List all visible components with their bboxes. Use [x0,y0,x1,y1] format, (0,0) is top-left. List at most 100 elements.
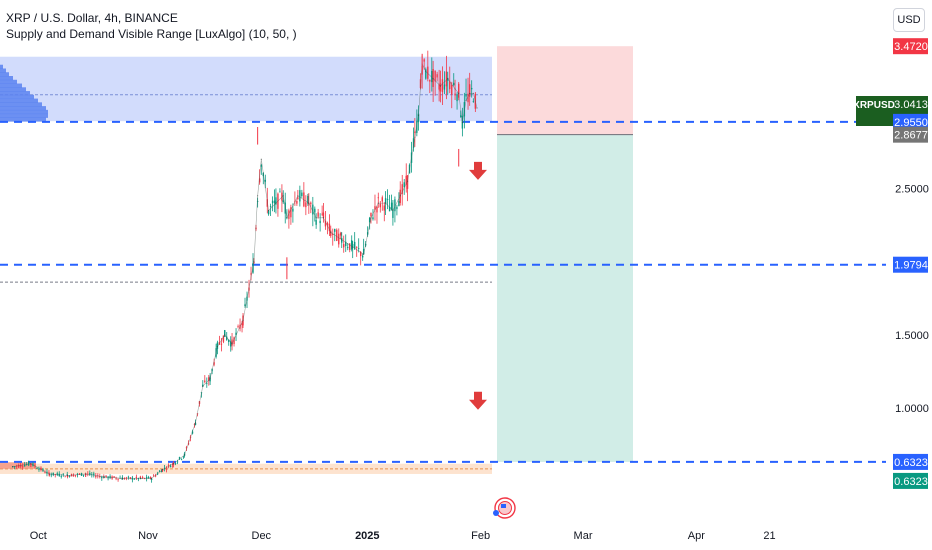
us-event-flag-icon[interactable] [493,497,516,519]
candle-body [44,472,46,474]
candle-body [174,463,177,465]
series-point [172,463,175,465]
series-point [103,476,105,478]
price-level-badge[interactable]: 0.6323 [893,453,928,470]
candle-body [95,475,97,478]
candle-body [288,210,290,219]
candle-body [191,431,194,434]
series-point [472,92,474,94]
candle-body [332,233,334,236]
series-point [392,209,394,212]
candle-body [40,467,42,470]
price-level-badge[interactable]: 3.4720 [893,38,928,55]
candle-body [439,83,442,92]
candle-body [279,191,281,193]
x-tick-label: 2025 [355,530,379,542]
candle-body [317,212,319,217]
volume-profile-bar [0,64,3,69]
stop-loss-zone[interactable] [497,46,633,135]
candle-body [432,69,434,87]
candle-body [343,244,345,248]
x-tick-label: Feb [471,530,490,542]
price-level-label: 0.6323 [894,457,928,469]
volume-profile-bar [0,109,48,115]
price-level-label: 3.4720 [894,41,928,53]
take-profit-zone[interactable] [497,134,633,462]
candle-body [299,190,301,202]
candle-body [165,468,168,470]
candle-body [13,466,16,468]
candle-body [256,201,259,202]
candle-body [260,165,262,167]
series-point [432,78,434,80]
candle-body [244,304,246,307]
candle-body [74,474,77,476]
series-point [425,70,427,72]
volume-profile-bar [0,79,17,85]
candle-body [233,337,235,344]
volume-profile-bar [0,102,42,107]
candle-body [403,182,405,188]
volume-profile-bar [0,117,46,122]
candle-body [182,456,185,458]
candle-body [72,474,75,477]
price-level-badge[interactable]: 2.9550 [893,113,928,130]
series-point [341,239,343,241]
candle-body [401,184,403,194]
candle-body [305,202,307,208]
price-level-badge[interactable]: 2.8677 [893,126,928,143]
series-point [399,195,401,197]
candle-body [319,220,321,224]
candle-body [204,380,206,382]
candle-body [334,229,336,232]
candle-body [321,213,323,215]
candle-body [109,475,111,479]
candle-body [123,478,126,480]
candle-body [458,83,460,98]
price-level-label: 2.9550 [894,117,928,129]
candle-body [449,81,451,90]
candle-body [392,209,394,218]
volume-profile-bar [0,91,30,96]
candle-body [105,475,107,478]
candle-body [394,199,396,212]
candle-body [314,208,316,213]
series-point [385,202,387,204]
candle-body [56,473,58,475]
series-point [253,261,255,263]
volume-profile-bar [0,94,34,100]
candle-body [472,101,475,103]
candle-body [208,377,210,381]
series-point [151,477,153,479]
candle-body [376,206,378,213]
x-tick-label: Oct [30,530,47,542]
series-point [66,474,69,477]
volume-profile-bar [0,68,6,73]
candle-body [38,468,40,470]
candle-body [19,464,22,467]
candle-body [359,252,362,257]
price-level-badge[interactable]: 0.6323 [893,472,928,489]
candle-body [62,473,64,475]
series-point [286,217,288,219]
series-point [224,334,226,336]
candle-body [127,476,130,478]
candle-body [381,197,383,202]
candle-body [228,339,230,343]
candle-body [30,464,32,466]
currency-button[interactable]: USD [893,8,925,32]
candle-body [99,476,101,478]
candle-body [406,175,409,189]
candle-body [76,473,79,475]
down-arrow-icon [469,161,487,180]
indicator-title[interactable]: Supply and Demand Visible Range [LuxAlgo… [6,27,297,41]
candle-body [384,198,387,204]
candle-body [135,476,138,478]
last-price-label: 3.0413 [894,99,928,111]
candle-body [176,461,179,463]
candle-body [235,332,237,336]
symbol-title[interactable]: XRP / U.S. Dollar, 4h, BINANCE [6,11,178,25]
price-level-badge[interactable]: 1.9794 [893,256,928,273]
candle-body [241,323,243,325]
